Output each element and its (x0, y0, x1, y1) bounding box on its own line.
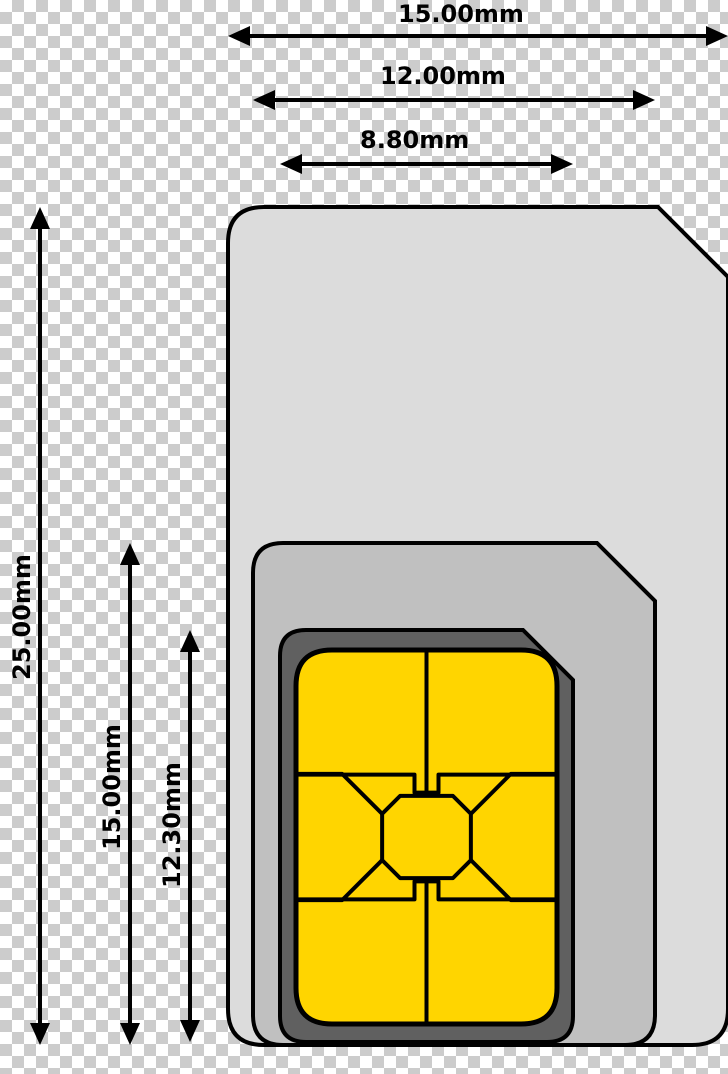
dim-h2-head-l (253, 90, 275, 110)
label-h2: 12.00mm (380, 62, 506, 90)
label-h1: 15.00mm (398, 0, 524, 28)
sim-diagram (0, 0, 728, 1074)
dim-h2-head-r (633, 90, 655, 110)
dim-h1-head-r (706, 26, 728, 46)
dim-v2-head-t (120, 543, 140, 565)
dim-v3-head-t (180, 630, 200, 652)
label-v1: 25.00mm (8, 554, 36, 680)
label-v2: 15.00mm (98, 724, 126, 850)
dim-h3-head-r (551, 154, 573, 174)
dim-h3-head-l (280, 154, 302, 174)
dim-v1-head-b (30, 1023, 50, 1045)
dim-v1-head-t (30, 207, 50, 229)
dim-h1-head-l (228, 26, 250, 46)
dim-v3-head-b (180, 1020, 200, 1042)
label-h3: 8.80mm (360, 126, 469, 154)
label-v3: 12.30mm (158, 762, 186, 888)
dim-v2-head-b (120, 1023, 140, 1045)
